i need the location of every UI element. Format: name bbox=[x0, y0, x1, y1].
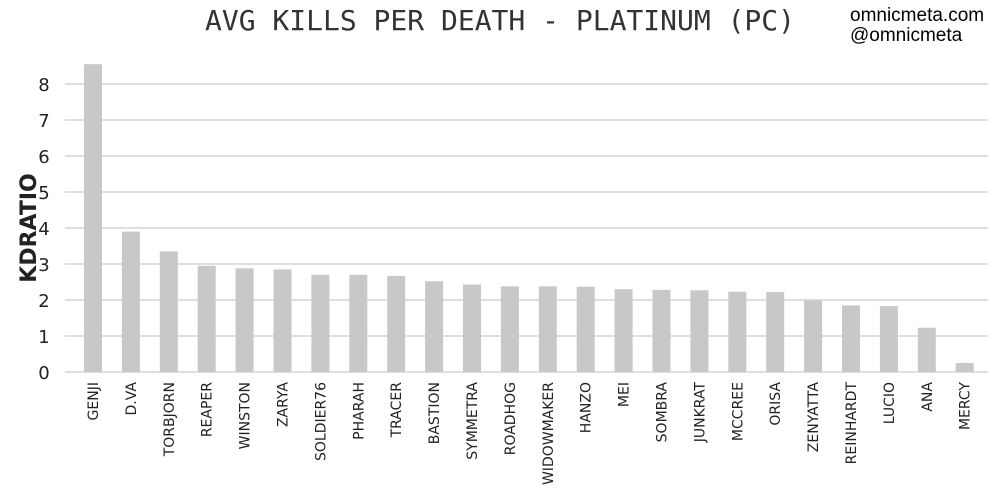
bar-winston bbox=[235, 268, 254, 372]
x-tick-label: REINHARDT bbox=[844, 382, 860, 465]
bar-mccree bbox=[728, 291, 747, 372]
y-tick-label: 7 bbox=[38, 111, 49, 132]
bar-lucio bbox=[879, 306, 898, 372]
bar-junkrat bbox=[690, 290, 709, 372]
credit-website: omnicmeta.com bbox=[850, 5, 984, 26]
x-tick-label: ORISA bbox=[768, 382, 784, 426]
bar-torbjorn bbox=[159, 251, 178, 372]
x-tick-label: SOLDIER76 bbox=[313, 382, 329, 461]
bar-reaper bbox=[197, 265, 216, 372]
x-tick-label: SYMMETRA bbox=[465, 382, 481, 460]
y-tick-label: 2 bbox=[38, 291, 49, 312]
x-tick-label: WIDOWMAKER bbox=[541, 382, 557, 485]
gridlines bbox=[65, 83, 988, 373]
bar-mercy bbox=[955, 363, 974, 372]
y-axis-label: KDRATIO bbox=[17, 173, 42, 282]
bar-sombra bbox=[652, 289, 671, 372]
x-tick-label: TORBJORN bbox=[162, 382, 178, 457]
chart-title: AVG KILLS PER DEATH - PLATINUM (PC) bbox=[205, 4, 795, 37]
x-axis-ticks: GENJI D.VA TORBJORN REAPER WINSTON ZARYA SOLDI… bbox=[86, 382, 974, 485]
x-tick-label: ZARYA bbox=[276, 382, 292, 427]
bar-symmetra bbox=[463, 284, 481, 372]
y-tick-label: 0 bbox=[38, 363, 49, 384]
x-tick-label: ROADHOG bbox=[503, 382, 519, 455]
credit-handle: @omnicmeta bbox=[850, 25, 963, 46]
bar-pharah bbox=[349, 274, 368, 372]
y-axis-ticks: 0 1 2 3 4 5 6 7 8 bbox=[38, 75, 49, 384]
bar-tracer bbox=[387, 275, 406, 372]
y-tick-label: 3 bbox=[38, 255, 49, 276]
x-tick-label: MEI bbox=[617, 382, 633, 407]
bar-widowmaker bbox=[538, 286, 557, 372]
bar-zarya bbox=[273, 269, 292, 372]
x-tick-label: ANA bbox=[920, 382, 936, 412]
x-tick-label: BASTION bbox=[427, 382, 443, 444]
y-tick-label: 5 bbox=[38, 183, 49, 204]
x-tick-label: WINSTON bbox=[238, 382, 254, 449]
x-tick-label: PHARAH bbox=[351, 382, 367, 440]
x-tick-label: ZENYATTA bbox=[806, 382, 822, 453]
bar-zenyatta bbox=[804, 300, 823, 372]
bar-d-va bbox=[121, 231, 140, 372]
x-tick-label: GENJI bbox=[86, 382, 102, 420]
x-tick-label: MCCREE bbox=[730, 382, 746, 441]
bar-reinhardt bbox=[842, 305, 860, 372]
bar-hanzo bbox=[576, 286, 595, 372]
x-tick-label: MERCY bbox=[958, 382, 974, 430]
y-tick-label: 4 bbox=[38, 219, 49, 240]
bar-ana bbox=[917, 327, 936, 372]
x-tick-label: HANZO bbox=[579, 382, 595, 433]
bar-mei bbox=[614, 289, 633, 372]
x-tick-label: D.VA bbox=[124, 382, 140, 416]
y-tick-label: 1 bbox=[38, 327, 49, 348]
bar-bastion bbox=[425, 281, 444, 372]
x-tick-label: SOMBRA bbox=[655, 382, 671, 443]
y-tick-label: 8 bbox=[38, 75, 49, 96]
x-tick-label: JUNKRAT bbox=[692, 382, 708, 444]
y-tick-label: 6 bbox=[38, 147, 49, 168]
bar-genji bbox=[84, 64, 102, 372]
x-tick-label: LUCIO bbox=[882, 382, 898, 424]
bars bbox=[84, 64, 974, 372]
x-tick-label: REAPER bbox=[200, 382, 216, 437]
bar-soldier76 bbox=[311, 274, 330, 372]
x-tick-label: TRACER bbox=[389, 382, 405, 439]
bar-roadhog bbox=[500, 286, 519, 372]
bar-orisa bbox=[766, 292, 785, 372]
